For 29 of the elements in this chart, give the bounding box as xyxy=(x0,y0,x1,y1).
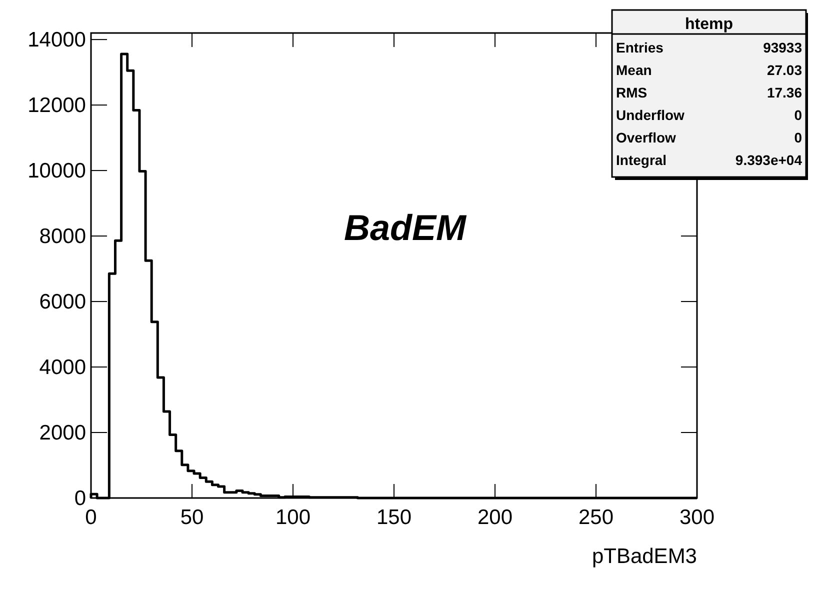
annotation: Underflow xyxy=(616,107,685,123)
y-tick-label: 6000 xyxy=(39,290,86,314)
text: 0 xyxy=(794,107,802,123)
x-tick-label: 300 xyxy=(679,506,715,529)
annotation: RMS xyxy=(616,84,648,100)
x-tick-label: 250 xyxy=(578,506,614,529)
text: 0 xyxy=(794,130,802,146)
x-tick-label: 150 xyxy=(376,506,412,529)
text: 9.393e+04 xyxy=(735,152,802,168)
annotation: htemp xyxy=(685,16,734,33)
annotation: Entries xyxy=(616,40,664,56)
x-tick-label: 200 xyxy=(477,506,513,529)
y-tick-label: 4000 xyxy=(39,356,86,380)
annotation: Mean xyxy=(616,62,652,78)
text: 93933 xyxy=(763,40,802,56)
y-tick-label: 2000 xyxy=(39,422,86,445)
text: BadEM xyxy=(344,207,468,248)
text: 27.03 xyxy=(766,62,802,78)
x-tick-label: 100 xyxy=(275,506,311,529)
annotation: Integral xyxy=(616,152,667,168)
x-tick-label: 50 xyxy=(180,506,204,529)
x-axis-title: pTBadEM3 xyxy=(592,545,697,568)
y-tick-label: 12000 xyxy=(28,94,86,118)
annotation: Overflow xyxy=(616,130,676,146)
text: 17.36 xyxy=(766,84,802,100)
y-tick-label: 14000 xyxy=(28,28,86,52)
y-tick-label: 0 xyxy=(74,487,86,510)
y-tick-label: 10000 xyxy=(28,160,86,183)
y-tick-label: 8000 xyxy=(39,225,86,248)
